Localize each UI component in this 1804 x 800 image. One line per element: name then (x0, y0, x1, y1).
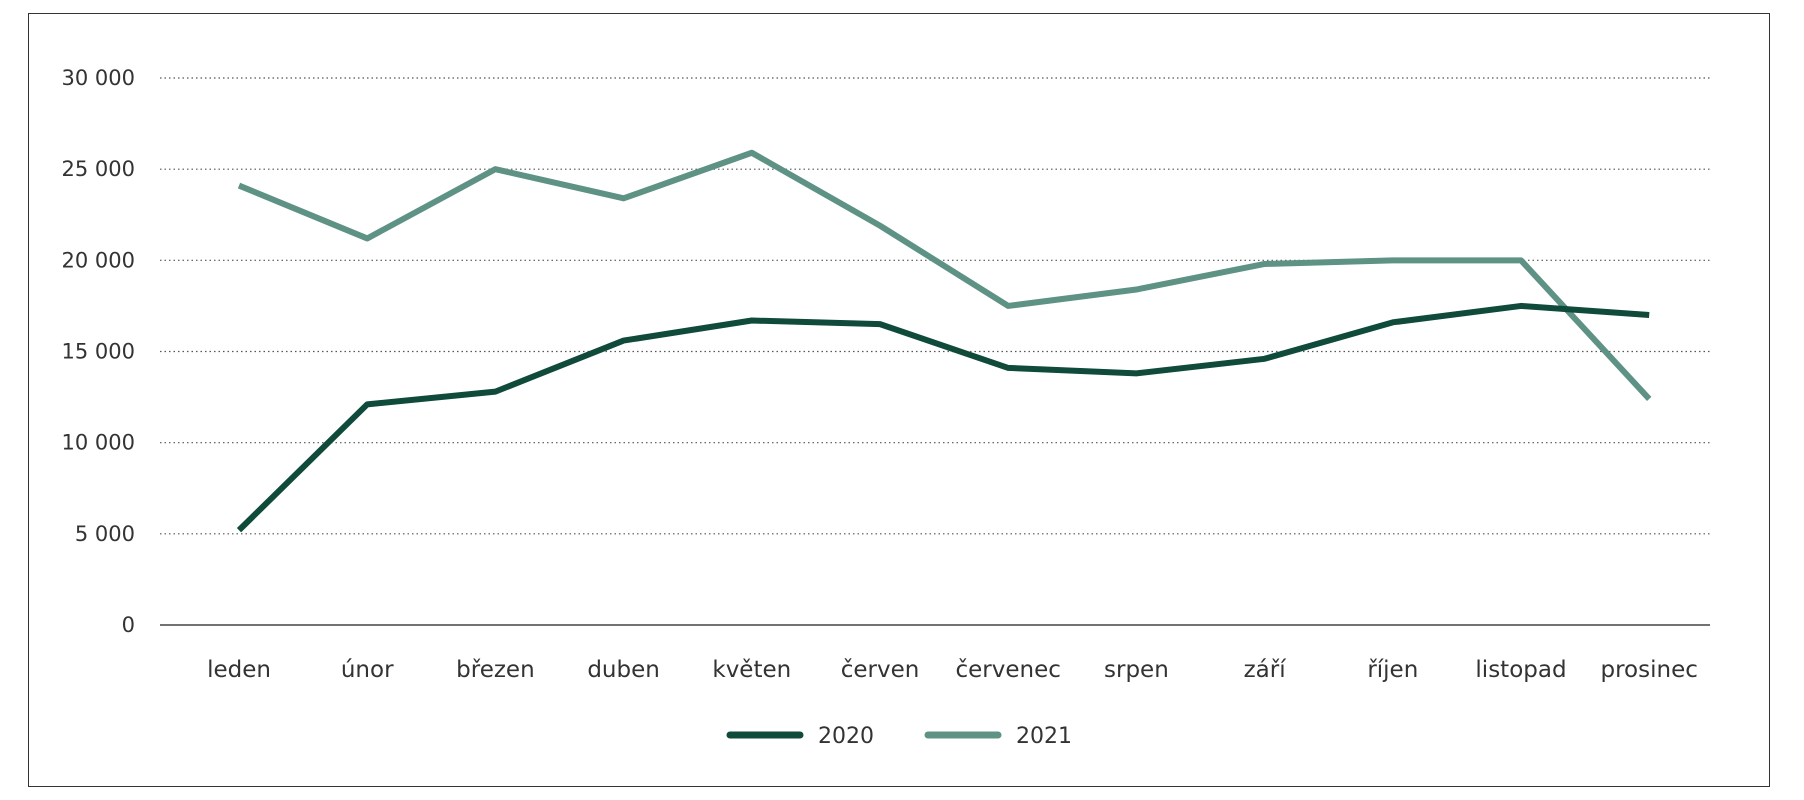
legend: 2020 2021 (726, 724, 1072, 749)
x-tick-label: srpen (1104, 657, 1169, 683)
x-tick-label: prosinec (1601, 657, 1698, 683)
y-tick-label: 0 (122, 613, 135, 637)
x-tick-label: únor (341, 657, 394, 683)
x-tick-label: březen (456, 657, 535, 683)
x-tick-label: leden (207, 657, 271, 683)
legend-label-2020: 2020 (818, 724, 874, 749)
x-tick-label: listopad (1475, 657, 1566, 683)
y-axis-tick-labels: 0 5 000 10 000 15 000 20 000 25 000 30 000 (62, 66, 135, 637)
y-tick-label: 30 000 (62, 66, 135, 90)
x-tick-label: červenec (956, 657, 1061, 683)
gridlines (160, 77, 1710, 535)
chart-frame (28, 13, 1770, 787)
x-tick-label: září (1244, 657, 1287, 683)
y-tick-label: 10 000 (62, 431, 135, 455)
x-axis: leden únor březen duben květen červen červenec… (160, 624, 1710, 683)
series-lines (236, 149, 1652, 533)
series-line-2020 (236, 302, 1650, 533)
x-tick-label: červen (841, 657, 920, 683)
x-tick-label: duben (587, 657, 660, 683)
legend-label-2021: 2021 (1016, 724, 1072, 749)
y-tick-label: 5 000 (75, 522, 135, 546)
y-tick-label: 15 000 (62, 340, 135, 364)
x-tick-label: květen (712, 657, 791, 683)
series-line-2021 (237, 149, 1652, 401)
x-tick-label: říjen (1367, 657, 1418, 683)
y-tick-label: 20 000 (62, 248, 135, 272)
y-tick-label: 25 000 (62, 157, 135, 181)
